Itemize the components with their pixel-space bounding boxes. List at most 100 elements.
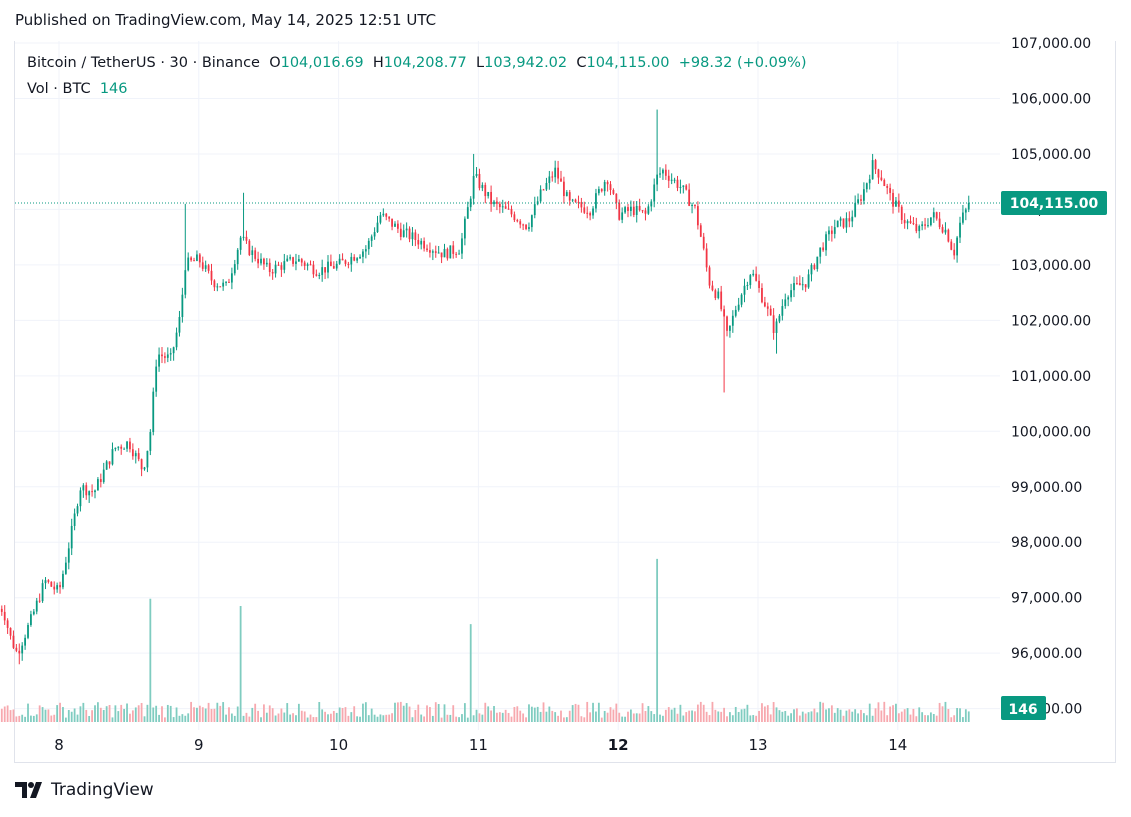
candle-body xyxy=(857,199,859,203)
volume-bar xyxy=(356,716,359,722)
candle-body xyxy=(912,223,915,225)
volume-bar xyxy=(729,712,731,722)
volume-bar xyxy=(862,713,865,722)
candle-body xyxy=(836,220,839,228)
volume-bar xyxy=(694,711,696,722)
candle-body xyxy=(938,218,941,228)
volume-bar xyxy=(830,705,833,722)
candle-body xyxy=(629,206,632,211)
price-tick-label: 98,000.00 xyxy=(1011,535,1082,551)
candle-body xyxy=(592,208,594,216)
volume-bar xyxy=(143,716,146,722)
volume-bar xyxy=(737,711,740,722)
candle-body xyxy=(528,227,530,229)
candle-body xyxy=(472,175,475,199)
volume-bar xyxy=(210,708,213,722)
candle-body xyxy=(257,258,259,264)
candle-body xyxy=(927,225,929,227)
candle-body xyxy=(18,650,21,654)
candle-body xyxy=(271,272,274,274)
candle-body xyxy=(362,251,364,257)
volume-bar xyxy=(845,710,848,722)
candle-body xyxy=(790,290,792,298)
candle-body xyxy=(108,461,111,465)
volume-bar xyxy=(396,702,399,722)
candle-body xyxy=(696,206,699,226)
candle-body xyxy=(312,264,315,275)
volume-bar xyxy=(650,711,653,722)
candle-body xyxy=(793,283,795,291)
volume-bar xyxy=(528,704,530,722)
candle-body xyxy=(752,273,755,276)
candle-body xyxy=(242,236,245,238)
candle-body xyxy=(236,249,239,265)
candle-body xyxy=(892,192,894,207)
candle-body xyxy=(530,215,533,228)
candle-body xyxy=(376,222,379,233)
candle-body xyxy=(871,160,874,180)
volume-bar xyxy=(533,707,536,722)
time-axis[interactable]: 8 9 10 11 12 13 14 xyxy=(54,736,907,754)
volume-bar xyxy=(743,708,746,722)
candle-body xyxy=(819,247,822,257)
volume-bar xyxy=(265,712,268,722)
price-axis[interactable]: 107,000.00106,000.00105,000.00104,000.00… xyxy=(1011,36,1091,718)
volume-bar xyxy=(865,715,868,722)
candle-body xyxy=(533,204,536,216)
candle-body xyxy=(295,261,297,264)
candle-body xyxy=(723,309,725,317)
price-tick-label: 101,000.00 xyxy=(1011,369,1091,385)
candle-body xyxy=(632,206,635,215)
candle-body xyxy=(967,203,970,210)
volume-bar xyxy=(91,710,93,722)
volume-bar xyxy=(501,712,504,722)
volume-bar xyxy=(466,717,469,722)
volume-bar xyxy=(385,714,388,722)
tradingview-logo[interactable]: TradingView xyxy=(15,780,154,800)
candle-body xyxy=(306,264,309,266)
volume-bar xyxy=(324,711,326,722)
volume-bar xyxy=(691,710,693,722)
volume-bar xyxy=(918,707,921,722)
volume-bar xyxy=(129,713,131,722)
volume-bar xyxy=(536,706,539,722)
candle-body xyxy=(137,453,140,460)
volume-bar xyxy=(449,714,452,722)
candle-body xyxy=(682,185,685,187)
volume-label[interactable]: Vol · BTC xyxy=(27,81,91,97)
volume-bar xyxy=(193,707,195,722)
candle-body xyxy=(964,209,967,213)
volume-bar xyxy=(417,704,420,722)
volume-bar xyxy=(478,713,481,722)
volume-bar xyxy=(230,713,233,722)
candle-body xyxy=(769,308,772,316)
volume-bar xyxy=(187,713,190,722)
candle-body xyxy=(522,224,525,226)
volume-bar xyxy=(105,706,108,722)
volume-bar xyxy=(169,705,172,722)
volume-bar xyxy=(414,709,417,722)
volume-bar xyxy=(755,715,758,722)
candle-body xyxy=(62,573,64,588)
candle-body xyxy=(653,184,656,202)
volume-bar xyxy=(117,711,120,722)
volume-bar xyxy=(120,704,123,722)
volume-bar xyxy=(163,717,166,722)
volume-bar xyxy=(874,708,877,722)
volume-bar xyxy=(370,708,373,722)
candle-body xyxy=(877,169,880,178)
volume-bar xyxy=(300,710,303,722)
candle-body xyxy=(347,263,350,265)
volume-bar xyxy=(670,709,673,722)
volume-bar xyxy=(3,706,6,722)
candle-body xyxy=(897,200,900,207)
candle-body xyxy=(699,225,702,237)
volume-bar xyxy=(956,708,958,722)
candle-body xyxy=(702,236,705,249)
candle-body xyxy=(268,262,271,273)
volume-bar xyxy=(431,715,434,722)
candle-body xyxy=(962,212,964,223)
volume-bar xyxy=(964,709,967,722)
symbol-label[interactable]: Bitcoin / TetherUS · 30 · Binance xyxy=(27,55,260,71)
